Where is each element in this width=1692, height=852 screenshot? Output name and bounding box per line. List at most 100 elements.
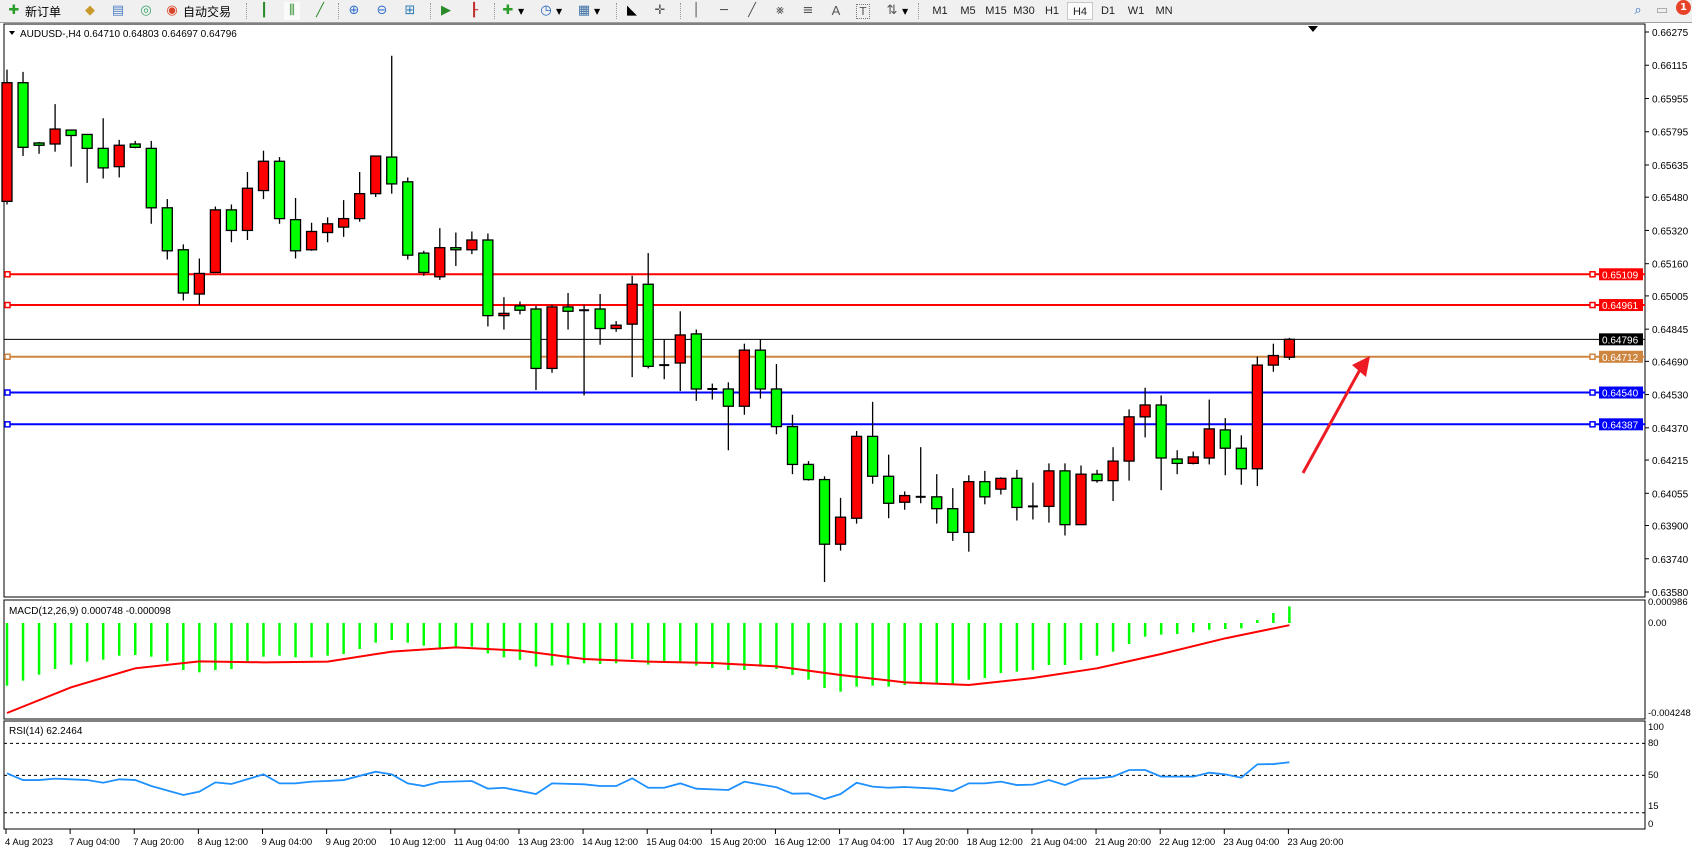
candle bbox=[193, 272, 206, 295]
chart-shift-marker-icon bbox=[1308, 26, 1318, 32]
notification-badge: 1 bbox=[1676, 0, 1691, 15]
gold-button[interactable]: ◆ bbox=[82, 2, 98, 20]
timeframe-m15-button[interactable]: M15 bbox=[985, 5, 1007, 17]
line-handle[interactable] bbox=[4, 421, 11, 428]
time-axis-label: 11 Aug 04:00 bbox=[454, 837, 509, 848]
separator bbox=[430, 3, 431, 19]
candle bbox=[225, 209, 238, 232]
price-tag-label: 0.65109 bbox=[1602, 270, 1639, 281]
price-tag bbox=[1599, 268, 1643, 281]
new-order-label: 新订单 bbox=[25, 4, 62, 19]
line-handle[interactable] bbox=[1589, 421, 1596, 428]
rsi-axis-label: 80 bbox=[1648, 738, 1659, 749]
price-axis-label: 0.65480 bbox=[1652, 193, 1689, 204]
timeframe-h1-button[interactable]: H1 bbox=[1044, 5, 1060, 17]
crosshair-button[interactable]: ✛ bbox=[652, 2, 668, 20]
bar-chart-button[interactable]: ┃ bbox=[256, 2, 272, 20]
candle bbox=[947, 508, 959, 534]
price-axis-label: 0.65955 bbox=[1652, 94, 1689, 105]
line-handle[interactable] bbox=[1589, 389, 1596, 396]
search-button[interactable]: ⌕ bbox=[1630, 2, 1646, 20]
tile-windows-button[interactable]: ⊞ bbox=[402, 2, 418, 20]
chart-area[interactable]: AUDUSD-,H4 0.64710 0.64803 0.64697 0.647… bbox=[0, 23, 1692, 852]
rsi-axis-label: 50 bbox=[1648, 770, 1659, 781]
candle bbox=[209, 209, 222, 274]
timeframe-d1-button[interactable]: D1 bbox=[1100, 5, 1116, 17]
price-tag-label: 0.64961 bbox=[1602, 301, 1639, 312]
zoom-in-button[interactable]: ⊕ bbox=[346, 2, 362, 20]
candlestick-button[interactable]: ⫼ bbox=[284, 2, 300, 20]
timeframe-m30-button[interactable]: M30 bbox=[1013, 5, 1035, 17]
trend-line-icon: ╱ bbox=[748, 3, 756, 18]
chat-icon: ▭ bbox=[1655, 3, 1669, 18]
line-handle[interactable] bbox=[4, 301, 11, 309]
timeframe-mn-button[interactable]: MN bbox=[1155, 5, 1173, 17]
history-button[interactable]: ▤ bbox=[110, 2, 126, 20]
price-axis-label: 0.64845 bbox=[1652, 325, 1689, 336]
chevron-down-icon[interactable] bbox=[9, 31, 15, 35]
line-chart-button[interactable]: ╱ bbox=[312, 2, 328, 20]
text-label-button[interactable]: T bbox=[856, 2, 870, 20]
time-axis-label: 13 Aug 23:00 bbox=[518, 837, 574, 848]
candle bbox=[1139, 404, 1151, 418]
candle bbox=[450, 247, 462, 251]
timeframe-h4-button[interactable]: H4 bbox=[1067, 2, 1093, 20]
fibonacci-button[interactable]: ⨳ bbox=[772, 2, 788, 20]
candle bbox=[129, 143, 141, 148]
zoom-out-button[interactable]: ⊖ bbox=[374, 2, 390, 20]
line-handle[interactable] bbox=[1589, 353, 1596, 361]
arrow-annotation[interactable] bbox=[1301, 365, 1364, 474]
candle bbox=[177, 249, 189, 294]
fibonacci-fan-button[interactable]: ≡ bbox=[800, 2, 816, 20]
candle bbox=[1203, 428, 1215, 459]
arrows-button[interactable]: ⇅ ▼ bbox=[884, 2, 909, 20]
candle bbox=[562, 306, 574, 312]
time-axis-label: 23 Aug 20:00 bbox=[1287, 837, 1343, 848]
candle bbox=[466, 239, 478, 251]
templates-icon: ▦ bbox=[577, 3, 591, 18]
new-order-button[interactable]: ✚ 新订单 bbox=[6, 2, 61, 20]
line-handle[interactable] bbox=[4, 389, 11, 396]
candle bbox=[530, 308, 542, 370]
candle bbox=[1283, 338, 1296, 358]
candle bbox=[722, 388, 734, 407]
separator bbox=[338, 3, 339, 19]
candle bbox=[626, 283, 638, 325]
toolbar: ✚ 新订单 ◆ ▤ ◎ ◉ 自动交易 ┃ ⫼ ╱ ⊕ ⊖ ⊞ ▶ ┠ ✚ ▼ ◷ ▼… bbox=[0, 0, 1692, 23]
candle bbox=[17, 82, 29, 148]
chart-shift-button[interactable]: ┠ bbox=[466, 2, 482, 20]
new-chart-button[interactable]: ✚ ▼ bbox=[500, 2, 525, 20]
time-axis-label: 7 Aug 20:00 bbox=[133, 837, 184, 848]
timeframe-m5-button[interactable]: M5 bbox=[960, 5, 976, 17]
candle bbox=[802, 463, 815, 481]
candle bbox=[834, 516, 847, 545]
cursor-button[interactable]: ◣ bbox=[624, 2, 640, 20]
candle bbox=[354, 193, 366, 220]
templates-button[interactable]: ▦ ▼ bbox=[576, 2, 600, 20]
rsi-window[interactable] bbox=[3, 720, 1646, 830]
time-axis-label: 9 Aug 04:00 bbox=[261, 837, 312, 848]
timeframe-w1-button[interactable]: W1 bbox=[1127, 5, 1145, 17]
rsi-label: RSI(14) 62.2464 bbox=[9, 726, 83, 737]
line-handle[interactable] bbox=[1589, 301, 1596, 309]
rsi-axis-label: 0 bbox=[1648, 819, 1653, 830]
vertical-line-button[interactable]: │ bbox=[688, 2, 704, 20]
periods-button[interactable]: ◷ ▼ bbox=[538, 2, 562, 20]
horizontal-line-button[interactable]: ─ bbox=[716, 2, 732, 20]
macd-signal-line bbox=[6, 624, 1290, 714]
timeframe-m1-button[interactable]: M1 bbox=[932, 5, 948, 17]
candle bbox=[1091, 473, 1103, 482]
text-button[interactable]: A bbox=[828, 2, 844, 20]
line-handle[interactable] bbox=[4, 271, 11, 278]
auto-scroll-button[interactable]: ▶ bbox=[438, 2, 454, 20]
line-handle[interactable] bbox=[4, 353, 11, 361]
signals-button[interactable]: ◎ bbox=[138, 2, 154, 20]
chat-button[interactable]: ▭ bbox=[1654, 2, 1670, 20]
auto-trade-button[interactable]: ◉ 自动交易 bbox=[164, 2, 231, 20]
price-tag bbox=[1599, 418, 1643, 431]
candle bbox=[514, 305, 526, 311]
line-handle[interactable] bbox=[1589, 271, 1596, 278]
time-axis-label: 15 Aug 20:00 bbox=[710, 837, 766, 848]
separator bbox=[494, 3, 495, 19]
trend-line-button[interactable]: ╱ bbox=[744, 2, 760, 20]
